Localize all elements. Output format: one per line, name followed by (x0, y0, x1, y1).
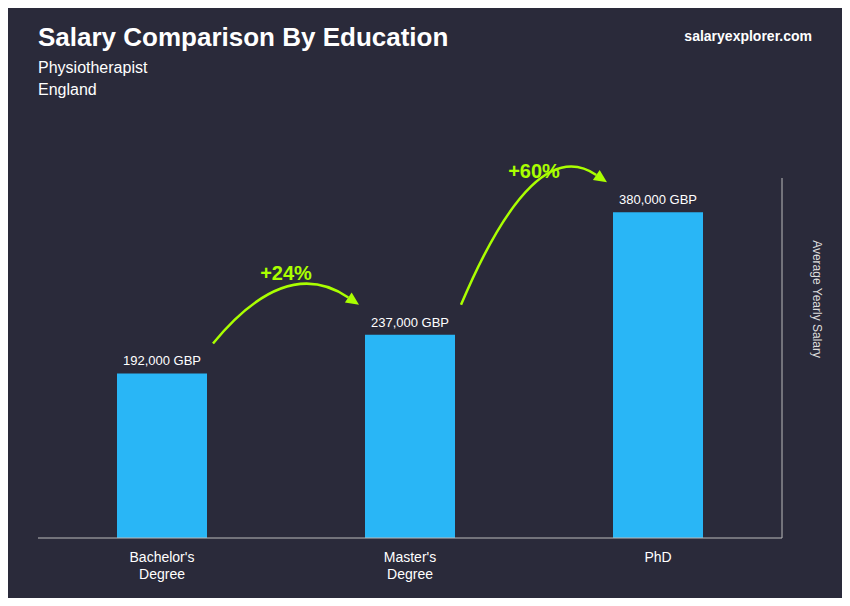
svg-text:380,000 GBP: 380,000 GBP (619, 192, 697, 207)
html-text:Physiotherapist: Physiotherapist (38, 59, 148, 76)
svg-text:Bachelor'sDegree: Bachelor'sDegree (130, 549, 195, 582)
svg-text:Average Yearly Salary: Average Yearly Salary (810, 240, 824, 358)
svg-text:237,000 GBP: 237,000 GBP (371, 315, 449, 330)
svg-text:PhD: PhD (644, 549, 671, 565)
svg-text:+24%: +24% (260, 262, 312, 284)
svg-text:192,000 GBP: 192,000 GBP (123, 353, 201, 368)
svg-text:+60%: +60% (508, 160, 560, 182)
html-text:England: England (38, 81, 97, 98)
svg-text:Master'sDegree: Master'sDegree (384, 549, 436, 582)
html-text:Salary Comparison By Education: Salary Comparison By Education (38, 22, 449, 52)
html-text:salaryexplorer.com: salaryexplorer.com (684, 28, 812, 44)
